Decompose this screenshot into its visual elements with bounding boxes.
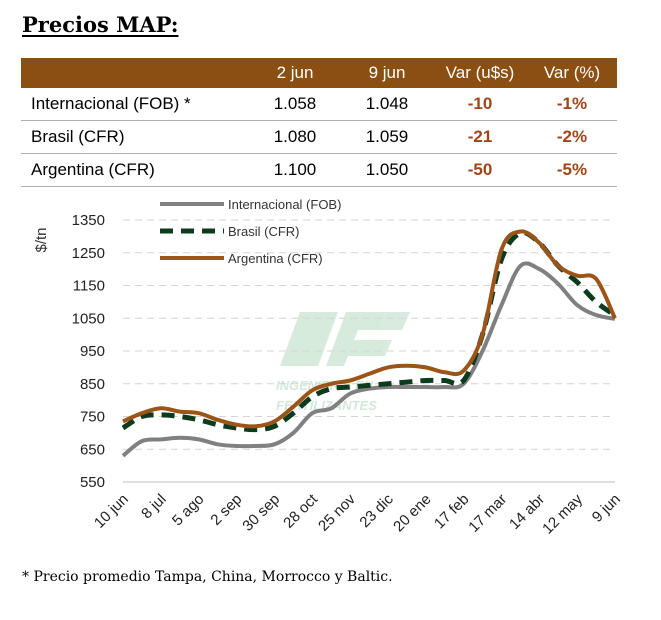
var-pct: -1% <box>527 88 617 121</box>
y-tick-label: 1250 <box>72 245 105 262</box>
price-9jun: 1.048 <box>341 88 433 121</box>
legend-label: Brasil (CFR) <box>228 224 300 239</box>
x-tick-label: 25 nov <box>315 490 359 534</box>
y-tick-label: 950 <box>80 343 105 360</box>
legend: Internacional (FOB) Brasil (CFR) Argentina… <box>160 197 341 266</box>
page-title: Precios MAP: <box>22 12 179 37</box>
price-2jun: 1.058 <box>249 88 341 121</box>
series-line-internacional-fob <box>121 261 616 458</box>
price-2jun: 1.100 <box>249 153 341 187</box>
table-header-cell: 2 jun <box>249 58 341 88</box>
price-table: 2 jun 9 jun Var (u$s) Var (%) Internacio… <box>21 58 617 187</box>
table-header-cell: 9 jun <box>341 58 433 88</box>
legend-label: Internacional (FOB) <box>228 197 341 212</box>
y-tick-label: 1350 <box>72 212 105 229</box>
price-9jun: 1.059 <box>341 120 433 154</box>
price-2jun: 1.080 <box>249 120 341 154</box>
row-label: Brasil (CFR) <box>21 120 249 154</box>
var-abs: -50 <box>433 153 527 187</box>
legend-label: Argentina (CFR) <box>228 251 323 266</box>
series-line-argentina-cfr <box>122 229 617 429</box>
gridlines <box>123 219 615 450</box>
x-tick-label: 28 oct <box>280 490 322 532</box>
series-lines <box>121 229 617 458</box>
y-tick-label: 750 <box>80 409 105 426</box>
var-abs: -21 <box>433 120 527 154</box>
table-header-cell: Var (u$s) <box>433 58 527 88</box>
x-tick-label: 8 jul <box>138 491 169 522</box>
x-tick-label: 30 sep <box>239 491 283 535</box>
y-tick-label: 1050 <box>72 310 105 327</box>
x-tick-label: 20 ene <box>390 491 434 535</box>
y-axis-ticks: 550 650 750 850 950 1050 1150 1250 1350 <box>72 212 105 491</box>
y-tick-label: 1150 <box>73 278 105 295</box>
table-header-row: 2 jun 9 jun Var (u$s) Var (%) <box>21 58 617 88</box>
x-tick-label: 10 jun <box>91 491 132 532</box>
var-abs: -10 <box>433 88 527 121</box>
table-header-cell <box>21 58 249 88</box>
x-tick-label: 17 mar <box>465 491 510 536</box>
table-row: Brasil (CFR) 1.080 1.059 -21 -2% <box>21 120 617 154</box>
table-header-cell: Var (%) <box>527 58 617 88</box>
x-tick-label: 9 jun <box>589 491 624 526</box>
row-label: Argentina (CFR) <box>21 153 249 187</box>
y-axis-title: $/tn <box>33 227 50 252</box>
var-pct: -2% <box>527 120 617 154</box>
price-9jun: 1.050 <box>341 153 433 187</box>
table-row: Internacional (FOB) * 1.058 1.048 -10 -1… <box>21 88 617 121</box>
row-label: Internacional (FOB) * <box>21 88 249 121</box>
footnote: * Precio promedio Tampa, China, Morrocco… <box>22 569 393 585</box>
x-tick-label: 5 ago <box>169 491 208 530</box>
y-tick-label: 550 <box>80 474 105 491</box>
y-tick-label: 850 <box>80 376 105 393</box>
var-pct: -5% <box>527 153 617 187</box>
line-chart: INGENIERIA EN FERTILIZANTES 550650750850… <box>33 197 624 538</box>
x-tick-label: 12 may <box>539 490 586 537</box>
table-row: Argentina (CFR) 1.100 1.050 -50 -5% <box>21 153 617 187</box>
y-tick-label: 650 <box>80 441 105 458</box>
